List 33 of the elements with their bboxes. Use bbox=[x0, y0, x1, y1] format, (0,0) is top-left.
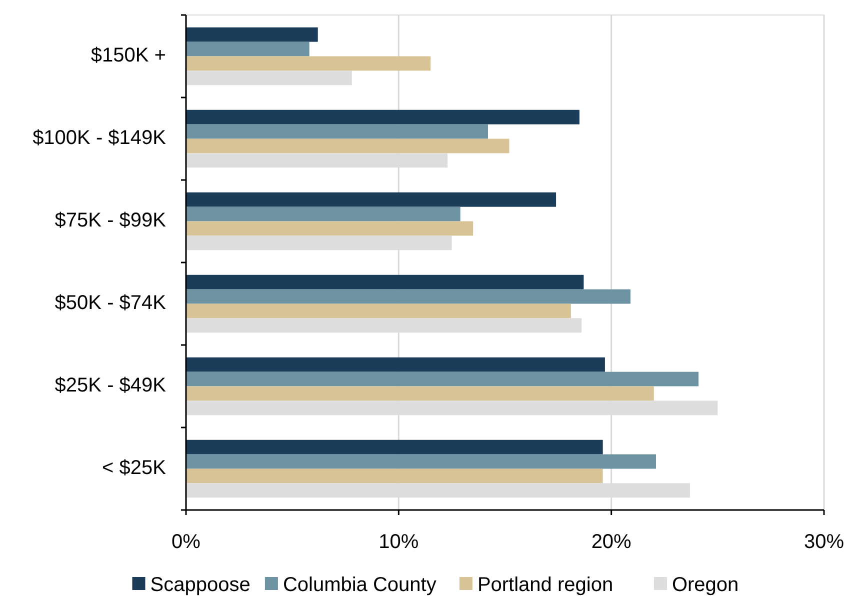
legend-label: Portland region bbox=[477, 574, 614, 596]
x-tick-label: 30% bbox=[804, 531, 844, 553]
bar bbox=[186, 468, 603, 484]
bar bbox=[186, 70, 352, 86]
bar bbox=[186, 454, 656, 469]
bar bbox=[186, 56, 431, 71]
y-tick-label: $100K - $149K bbox=[32, 127, 167, 150]
bar bbox=[186, 206, 460, 222]
bar bbox=[186, 372, 699, 386]
y-tick-label: $75K - $99K bbox=[54, 210, 167, 232]
y-tick-label: $50K - $74K bbox=[54, 292, 167, 314]
legend-label: Scappoose bbox=[150, 574, 250, 596]
bar bbox=[186, 386, 654, 401]
bar bbox=[186, 440, 603, 454]
legend-label: Oregon bbox=[672, 574, 739, 596]
bar bbox=[186, 27, 318, 42]
bar bbox=[186, 110, 580, 124]
x-tick-label: 10% bbox=[378, 531, 419, 553]
bar bbox=[186, 289, 630, 304]
bar bbox=[186, 304, 571, 318]
y-tick-label: < $25K bbox=[102, 457, 167, 480]
bar bbox=[186, 138, 510, 154]
y-tick-label: $150K + bbox=[90, 44, 166, 67]
bar bbox=[186, 124, 488, 139]
bar bbox=[186, 192, 556, 207]
bar bbox=[186, 274, 584, 290]
bar bbox=[186, 357, 605, 372]
y-tick-label: $25K - $49K bbox=[54, 374, 167, 397]
bar bbox=[186, 221, 474, 236]
legend-label: Columbia County bbox=[282, 574, 436, 596]
x-tick-label: 0% bbox=[172, 531, 201, 553]
x-tick-label: 20% bbox=[591, 531, 632, 553]
bar bbox=[186, 42, 310, 56]
